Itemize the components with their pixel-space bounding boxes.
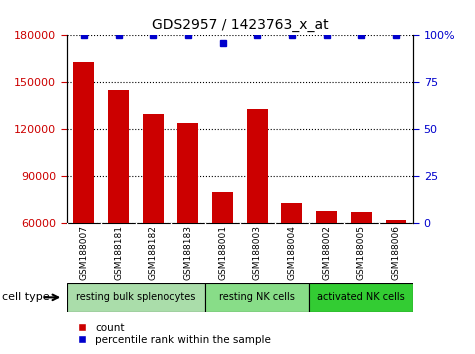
Text: GSM188006: GSM188006 — [391, 225, 400, 280]
Text: GSM188002: GSM188002 — [322, 225, 331, 280]
Title: GDS2957 / 1423763_x_at: GDS2957 / 1423763_x_at — [152, 18, 328, 32]
Bar — [386, 220, 406, 223]
Text: GSM188181: GSM188181 — [114, 225, 123, 280]
Bar — [74, 62, 94, 223]
Bar — [205, 283, 309, 312]
Text: resting bulk splenocytes: resting bulk splenocytes — [76, 292, 196, 302]
Text: GSM188001: GSM188001 — [218, 225, 227, 280]
Bar — [316, 211, 337, 223]
Text: GSM188183: GSM188183 — [183, 225, 192, 280]
Text: cell type: cell type — [2, 292, 50, 302]
Text: resting NK cells: resting NK cells — [219, 292, 295, 302]
Bar — [178, 123, 198, 223]
Bar — [282, 203, 302, 223]
Bar — [247, 109, 267, 223]
Bar — [143, 114, 163, 223]
Text: GSM188005: GSM188005 — [357, 225, 366, 280]
Bar — [212, 192, 233, 223]
Bar — [309, 283, 413, 312]
Text: GSM188007: GSM188007 — [79, 225, 88, 280]
Bar — [108, 90, 129, 223]
Bar — [66, 283, 205, 312]
Text: GSM188004: GSM188004 — [287, 225, 296, 280]
Text: GSM188003: GSM188003 — [253, 225, 262, 280]
Text: activated NK cells: activated NK cells — [317, 292, 405, 302]
Bar — [351, 212, 371, 223]
Text: GSM188182: GSM188182 — [149, 225, 158, 280]
Legend: count, percentile rank within the sample: count, percentile rank within the sample — [67, 318, 275, 349]
